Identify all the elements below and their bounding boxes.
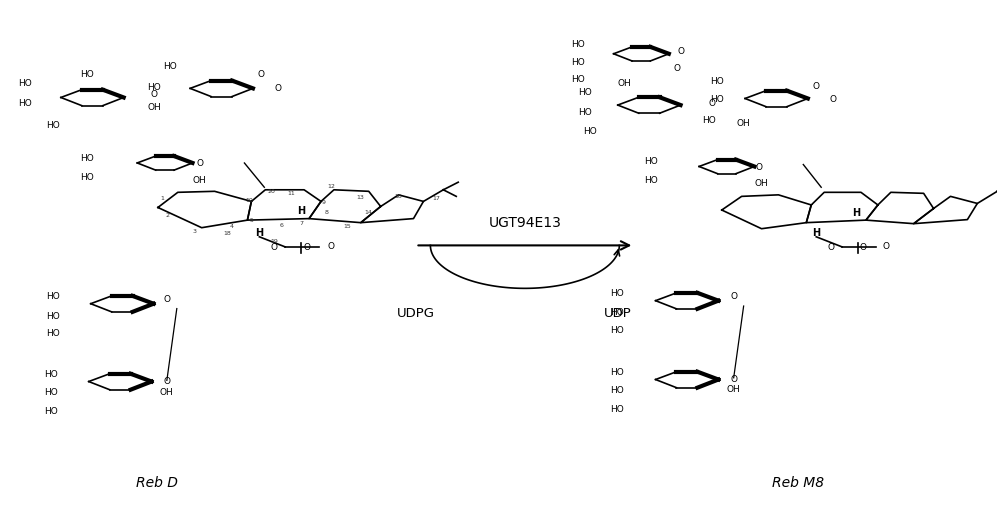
Text: HO: HO bbox=[710, 77, 724, 86]
Text: H: H bbox=[852, 207, 860, 218]
Text: HO: HO bbox=[702, 115, 716, 125]
Text: O: O bbox=[150, 90, 157, 99]
Text: Reb M8: Reb M8 bbox=[772, 476, 824, 490]
Text: 8: 8 bbox=[325, 210, 329, 215]
Text: HO: HO bbox=[610, 368, 624, 377]
Text: OH: OH bbox=[737, 119, 751, 128]
Text: O: O bbox=[882, 242, 889, 251]
Text: 2: 2 bbox=[166, 213, 170, 218]
Text: O: O bbox=[163, 295, 170, 305]
Text: 15: 15 bbox=[343, 224, 351, 229]
Text: HO: HO bbox=[610, 405, 624, 414]
Text: O: O bbox=[828, 243, 835, 252]
Text: OH: OH bbox=[727, 385, 741, 394]
Text: H: H bbox=[255, 228, 263, 238]
Text: HO: HO bbox=[46, 121, 59, 130]
Text: O: O bbox=[327, 242, 334, 251]
Text: H: H bbox=[812, 228, 820, 238]
Text: Reb D: Reb D bbox=[136, 476, 178, 490]
Text: O: O bbox=[163, 377, 170, 386]
Text: UGT94E13: UGT94E13 bbox=[488, 216, 561, 229]
Text: O: O bbox=[730, 375, 737, 384]
Text: HO: HO bbox=[578, 88, 591, 97]
Text: HO: HO bbox=[44, 388, 57, 398]
Text: HO: HO bbox=[46, 292, 59, 301]
Text: HO: HO bbox=[46, 330, 59, 338]
Text: HO: HO bbox=[644, 176, 658, 185]
Text: O: O bbox=[196, 159, 203, 168]
Text: 4: 4 bbox=[230, 224, 234, 229]
Text: HO: HO bbox=[610, 386, 624, 396]
Text: 5: 5 bbox=[249, 218, 253, 223]
Text: HO: HO bbox=[80, 154, 94, 163]
Text: HO: HO bbox=[18, 99, 32, 108]
Text: 20: 20 bbox=[267, 189, 275, 194]
Text: O: O bbox=[813, 82, 820, 90]
Text: OH: OH bbox=[193, 176, 207, 185]
Text: O: O bbox=[258, 70, 265, 79]
Text: 14: 14 bbox=[365, 210, 373, 215]
Text: 11: 11 bbox=[287, 191, 295, 196]
Text: O: O bbox=[755, 162, 762, 172]
Text: OH: OH bbox=[160, 388, 174, 398]
Text: 9: 9 bbox=[322, 200, 326, 205]
Text: HO: HO bbox=[710, 96, 724, 104]
Text: HO: HO bbox=[44, 370, 57, 379]
Text: 6: 6 bbox=[279, 223, 283, 228]
Text: HO: HO bbox=[578, 108, 591, 118]
Text: HO: HO bbox=[80, 70, 94, 79]
Text: 1: 1 bbox=[160, 196, 164, 201]
Text: HO: HO bbox=[80, 173, 94, 181]
Text: OH: OH bbox=[755, 179, 768, 188]
Text: 17: 17 bbox=[432, 196, 440, 201]
Text: UDPG: UDPG bbox=[396, 307, 434, 320]
Text: HO: HO bbox=[583, 127, 596, 136]
Text: 7: 7 bbox=[299, 221, 303, 226]
Text: HO: HO bbox=[571, 58, 584, 67]
Text: HO: HO bbox=[571, 40, 584, 49]
Text: OH: OH bbox=[617, 79, 631, 88]
Text: O: O bbox=[271, 243, 278, 252]
Text: 18: 18 bbox=[224, 231, 231, 236]
Text: HO: HO bbox=[46, 312, 59, 321]
Text: 3: 3 bbox=[193, 229, 197, 234]
Text: O: O bbox=[859, 243, 866, 252]
Text: 12: 12 bbox=[327, 184, 335, 189]
Text: 10: 10 bbox=[246, 198, 253, 203]
Text: 13: 13 bbox=[357, 195, 365, 200]
Text: O: O bbox=[708, 99, 715, 108]
Text: O: O bbox=[674, 64, 681, 73]
Text: 19: 19 bbox=[270, 239, 278, 244]
Text: H: H bbox=[297, 206, 305, 216]
Text: HO: HO bbox=[610, 326, 624, 335]
Text: HO: HO bbox=[610, 308, 624, 317]
Text: O: O bbox=[830, 96, 837, 104]
Text: HO: HO bbox=[44, 407, 57, 415]
Text: 16: 16 bbox=[395, 194, 402, 199]
Text: HO: HO bbox=[18, 79, 32, 88]
Text: O: O bbox=[275, 84, 282, 93]
Text: O: O bbox=[730, 292, 737, 301]
Text: OH: OH bbox=[147, 103, 161, 112]
Text: HO: HO bbox=[571, 75, 584, 84]
Text: UDP: UDP bbox=[603, 307, 631, 320]
Text: O: O bbox=[304, 243, 311, 252]
Text: O: O bbox=[677, 47, 684, 56]
Text: HO: HO bbox=[644, 157, 658, 167]
Text: HO: HO bbox=[147, 83, 161, 92]
Text: HO: HO bbox=[610, 289, 624, 298]
Text: HO: HO bbox=[163, 62, 177, 72]
